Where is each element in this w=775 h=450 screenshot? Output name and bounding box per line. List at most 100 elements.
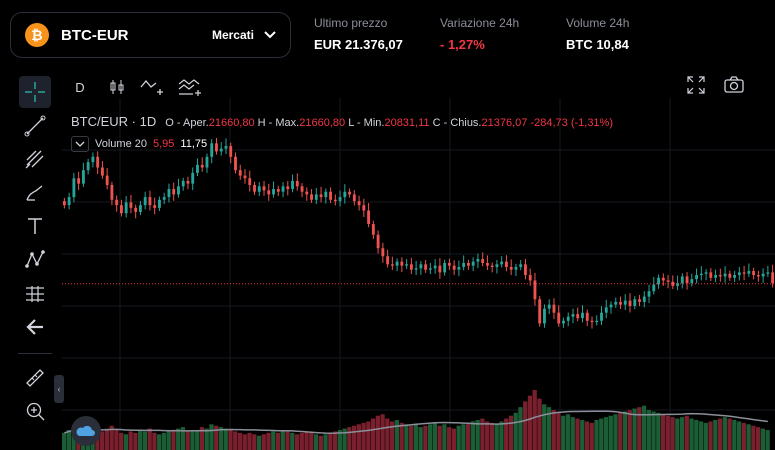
candle-body [110, 184, 114, 200]
candle-body [139, 205, 142, 212]
candle-body [376, 234, 380, 249]
fib-tool[interactable] [19, 143, 51, 175]
volume-toggle[interactable] [71, 136, 89, 152]
candle-body [476, 258, 480, 262]
volume-bar [204, 428, 209, 450]
volume-bar [694, 420, 699, 450]
candle-body [481, 258, 485, 263]
candle-body [234, 156, 237, 171]
volume-bar [195, 430, 200, 450]
candle-body [428, 268, 432, 270]
candle-body [310, 194, 313, 200]
volume-bar [518, 407, 523, 450]
volume-24h-label: Volume 24h [566, 16, 630, 30]
low-label: L - Min. [348, 117, 385, 129]
volume-bar [485, 421, 490, 450]
volume-bar [437, 425, 442, 450]
chart-type-button[interactable] [108, 78, 126, 96]
brush-tool[interactable] [19, 177, 51, 209]
volume-bar [394, 420, 399, 450]
zoom-tool[interactable] [19, 395, 51, 427]
last-price-value: EUR 21.376,07 [314, 37, 403, 52]
volume-bar [632, 408, 637, 450]
volume-bar [337, 430, 342, 450]
candle-body [581, 312, 584, 319]
volume-bar [736, 421, 742, 450]
candle-body [490, 265, 494, 267]
compare-button[interactable] [140, 77, 164, 97]
volume-bar [190, 431, 195, 450]
candle-body [466, 262, 470, 266]
volume-bar [404, 424, 409, 450]
candle-body [414, 268, 418, 270]
crosshair-tool[interactable] [19, 76, 51, 108]
chevron-down-icon [264, 31, 276, 39]
volume-bar [546, 407, 552, 450]
candle-body [533, 280, 537, 300]
volume-bar [760, 428, 765, 450]
candle-body [604, 307, 608, 313]
candle-body [314, 194, 318, 200]
interval-button[interactable]: D [75, 79, 85, 95]
last-price-label: Ultimo prezzo [314, 16, 388, 30]
volume-bar [489, 422, 495, 450]
volume-bar [366, 421, 371, 450]
volume-bar [252, 434, 257, 450]
close-value: 21376,07 [481, 117, 528, 129]
text-tool[interactable] [19, 210, 51, 242]
candle-body [562, 320, 565, 324]
volume-bar [332, 431, 338, 450]
volume-bar [508, 415, 514, 450]
volume-bar [698, 421, 704, 450]
back-tool[interactable] [19, 311, 51, 343]
ruler-icon [26, 368, 44, 387]
candle-body [119, 205, 123, 214]
candle-body [167, 189, 171, 198]
volume-bar [128, 431, 133, 450]
candle-body [386, 256, 390, 265]
collapse-toolbar-button[interactable]: ‹ [54, 375, 64, 403]
candle-body [595, 320, 599, 323]
chart-container[interactable]: D BTC/EUR · 1D O - Aper.21660,80 H - Max… [0, 68, 775, 450]
volume-bar [622, 411, 628, 450]
pair-selector[interactable]: ₿ BTC-EUR Mercati [10, 12, 291, 58]
volume-bar [447, 427, 452, 450]
indicators-icon [178, 79, 201, 96]
volume-bar [100, 431, 105, 450]
candle-body [371, 223, 375, 235]
open-label: O - Aper. [165, 117, 209, 129]
volume-bar [223, 428, 228, 450]
trend-line-tool[interactable] [19, 110, 51, 142]
indicators-button[interactable] [178, 76, 202, 98]
volume-bar [66, 430, 72, 450]
volume-bar [755, 427, 761, 450]
prediction-tool[interactable] [19, 278, 51, 310]
candle-body [124, 202, 128, 214]
volume-bar [152, 432, 157, 450]
price-chart[interactable] [0, 68, 775, 450]
volume-bar [271, 431, 276, 450]
volume-bar [656, 412, 661, 450]
volume-bar [389, 421, 395, 450]
candle-body [424, 264, 428, 270]
fullscreen-button[interactable] [687, 76, 705, 94]
brush-icon [26, 185, 43, 201]
candle-body [186, 180, 190, 184]
markets-dropdown[interactable]: Mercati [212, 28, 276, 42]
ruler-tool[interactable] [19, 362, 51, 394]
volume-bar [413, 424, 418, 450]
candle-body [524, 264, 527, 276]
volume-bar [618, 412, 623, 450]
candle-body [67, 197, 71, 206]
volume-bar [651, 411, 656, 450]
pattern-tool[interactable] [19, 244, 51, 276]
volume-bar [95, 432, 100, 450]
volume-bar [713, 420, 718, 450]
volume-value: 5,95 [152, 138, 175, 150]
crosshair-icon [25, 82, 45, 102]
screenshot-button[interactable] [724, 76, 744, 94]
candle-body [257, 186, 261, 192]
candle-body [338, 197, 342, 202]
candle-body [224, 146, 228, 149]
low-value: 20831,11 [384, 117, 430, 129]
